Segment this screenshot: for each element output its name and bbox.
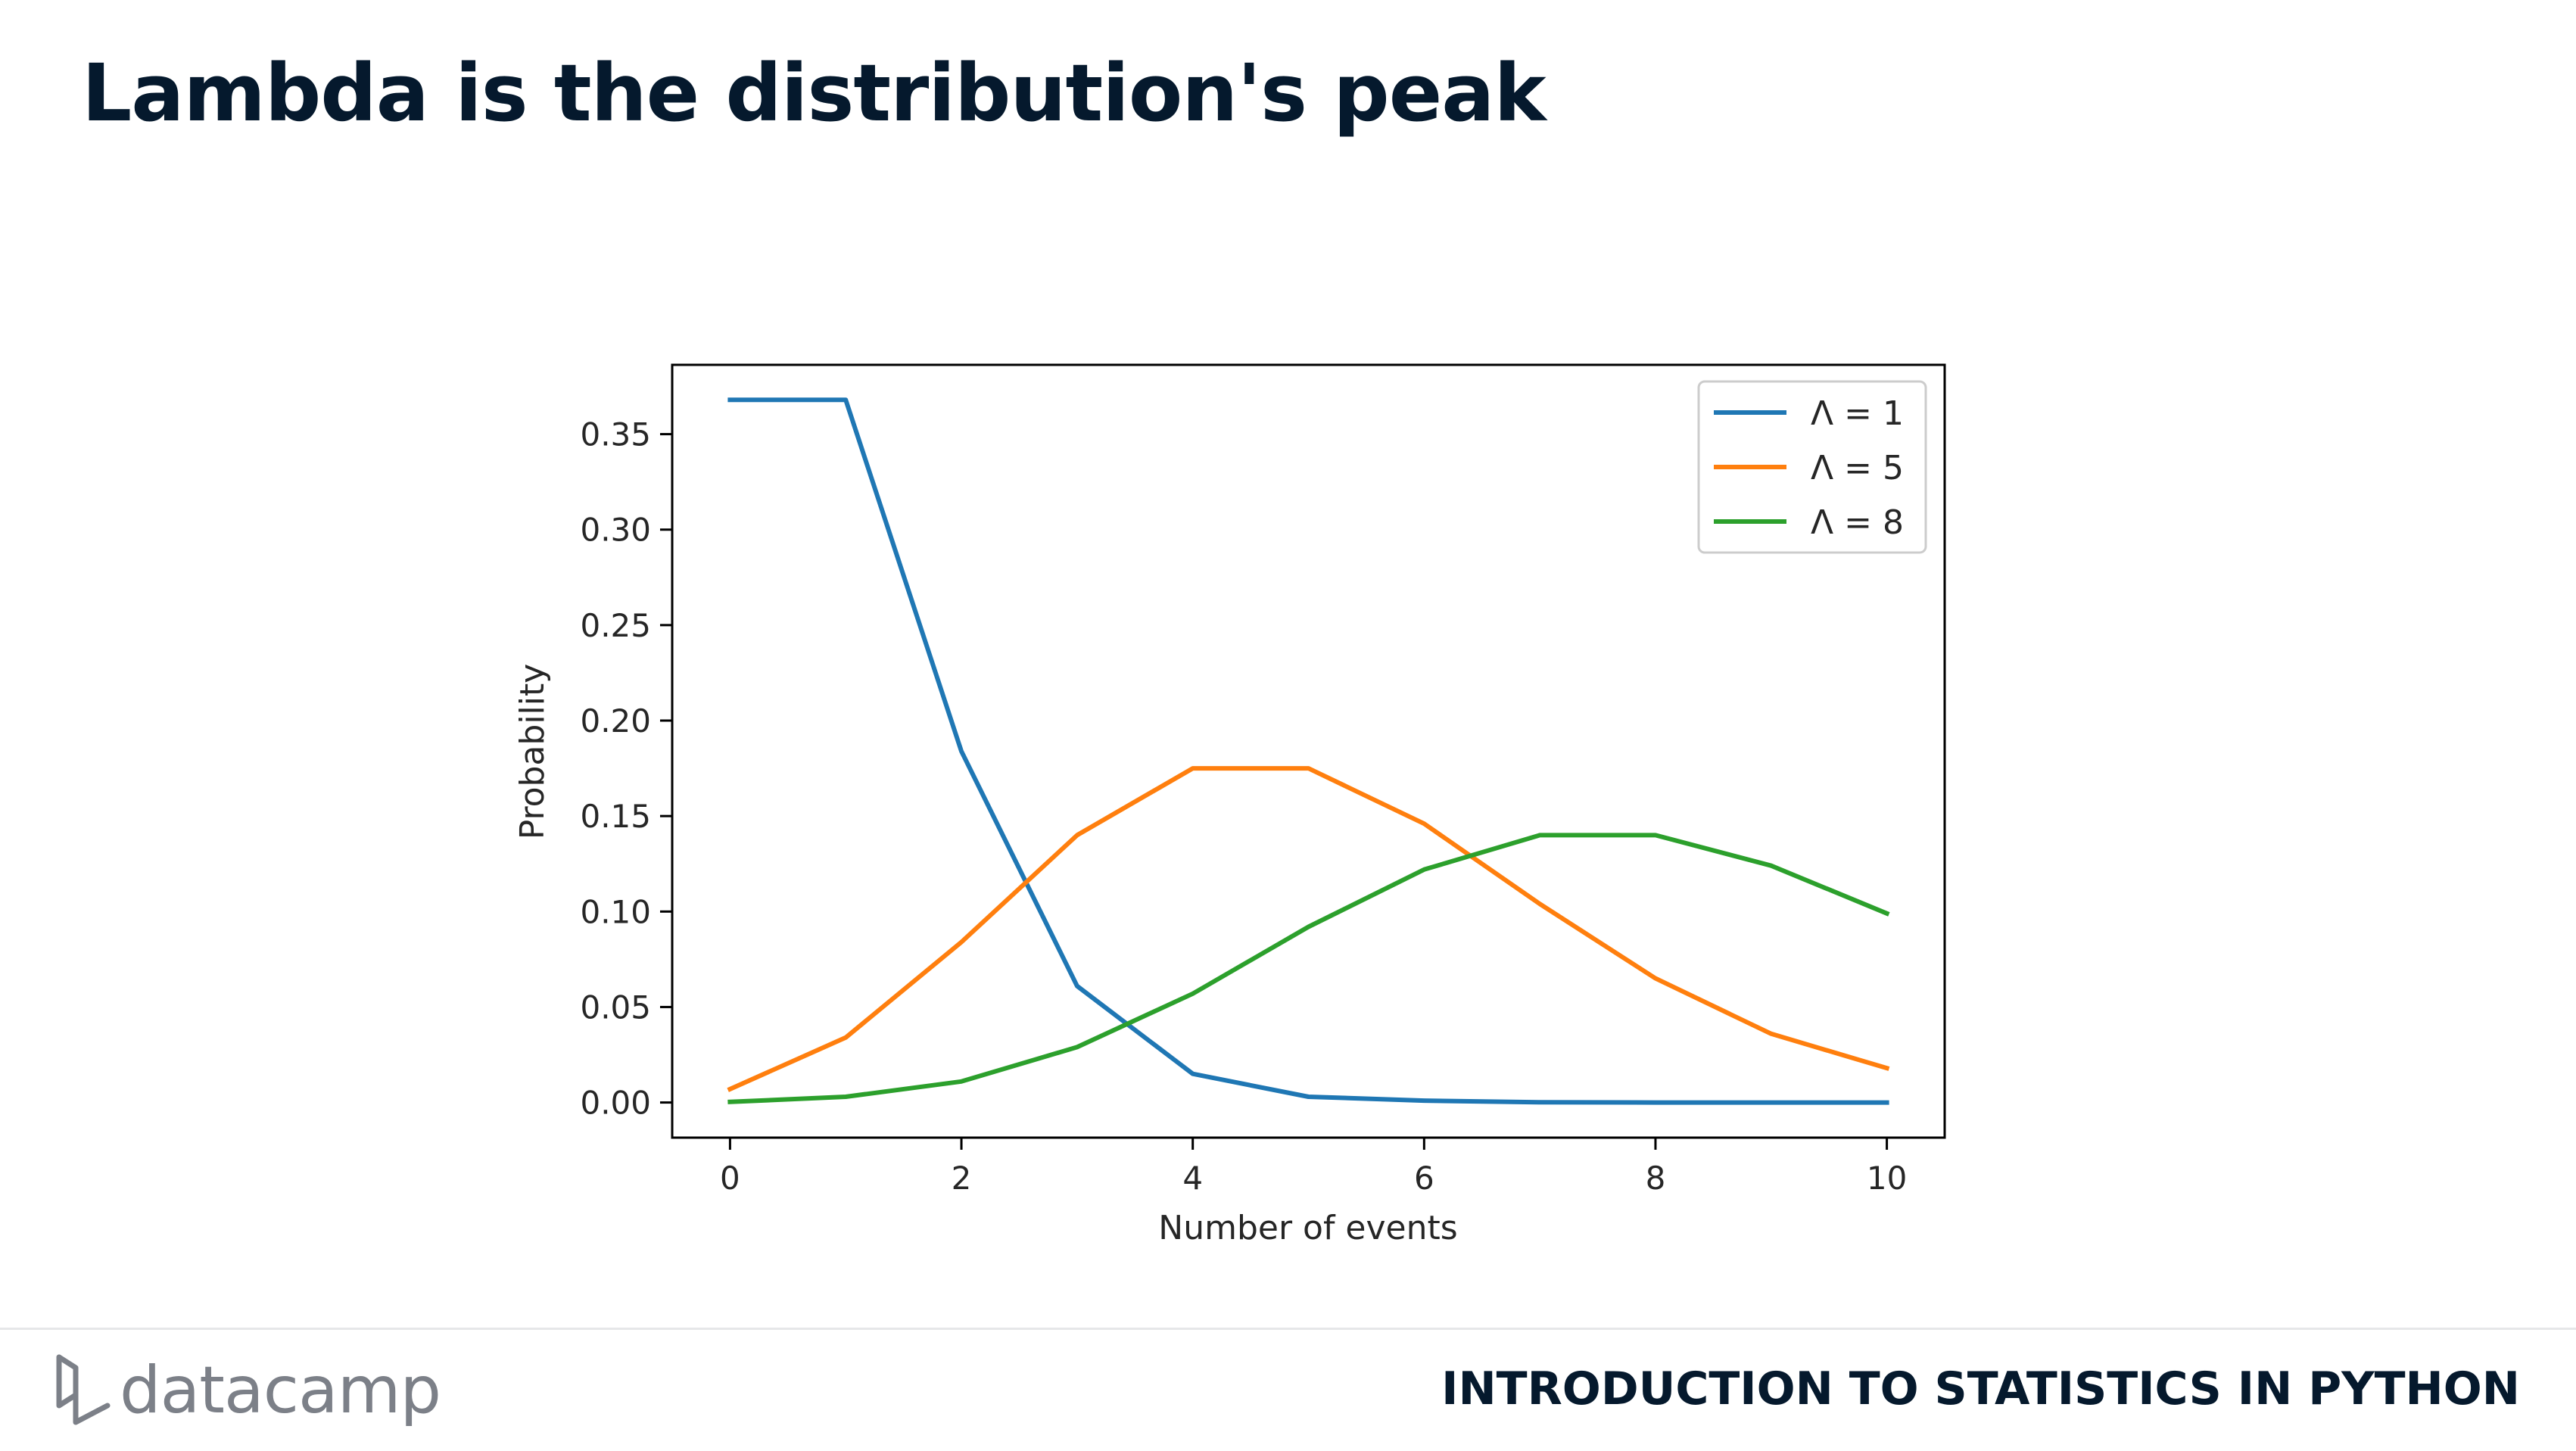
y-tick-label: 0.00 [580,1085,651,1122]
y-axis: 0.00 0.05 0.10 0.15 0.20 0.25 0.30 0.35 [580,416,672,1122]
datacamp-logo-icon [56,1354,111,1425]
legend-label-1: Λ = 1 [1811,394,1904,433]
footer-divider [0,1328,2576,1330]
series-layer [727,397,1890,1105]
slide-title: Lambda is the distribution's peak [82,47,1547,139]
x-tick-label: 8 [1646,1160,1666,1197]
x-tick-label: 0 [720,1160,740,1197]
legend-label-3: Λ = 8 [1811,503,1904,542]
brand-name: datacamp [120,1353,441,1428]
x-tick-label: 10 [1867,1160,1907,1197]
x-tick-label: 2 [952,1160,972,1197]
y-tick-label: 0.25 [580,607,651,644]
y-tick-label: 0.10 [580,893,651,930]
y-tick-label: 0.15 [580,798,651,835]
series-line-2 [727,766,1890,1092]
x-tick-label: 6 [1414,1160,1434,1197]
x-axis-label: Number of events [1158,1209,1457,1247]
y-tick-label: 0.05 [580,989,651,1026]
legend-label-2: Λ = 5 [1811,449,1904,487]
y-axis-label: Probability [513,664,552,840]
x-axis: 0 2 4 6 8 10 [720,1138,1907,1197]
x-tick-label: 4 [1182,1160,1203,1197]
legend: Λ = 1 Λ = 5 Λ = 8 [1697,380,1927,554]
y-tick-label: 0.20 [580,702,651,740]
y-tick-label: 0.35 [580,416,651,453]
series-line-3 [727,833,1890,1104]
y-tick-label: 0.30 [580,512,651,549]
series-line-1 [727,397,1889,1105]
legend-box [1697,380,1927,554]
plot-frame [671,363,1946,1139]
course-name: INTRODUCTION TO STATISTICS IN PYTHON [1441,1362,2520,1415]
datacamp-logo: datacamp [53,1349,441,1432]
